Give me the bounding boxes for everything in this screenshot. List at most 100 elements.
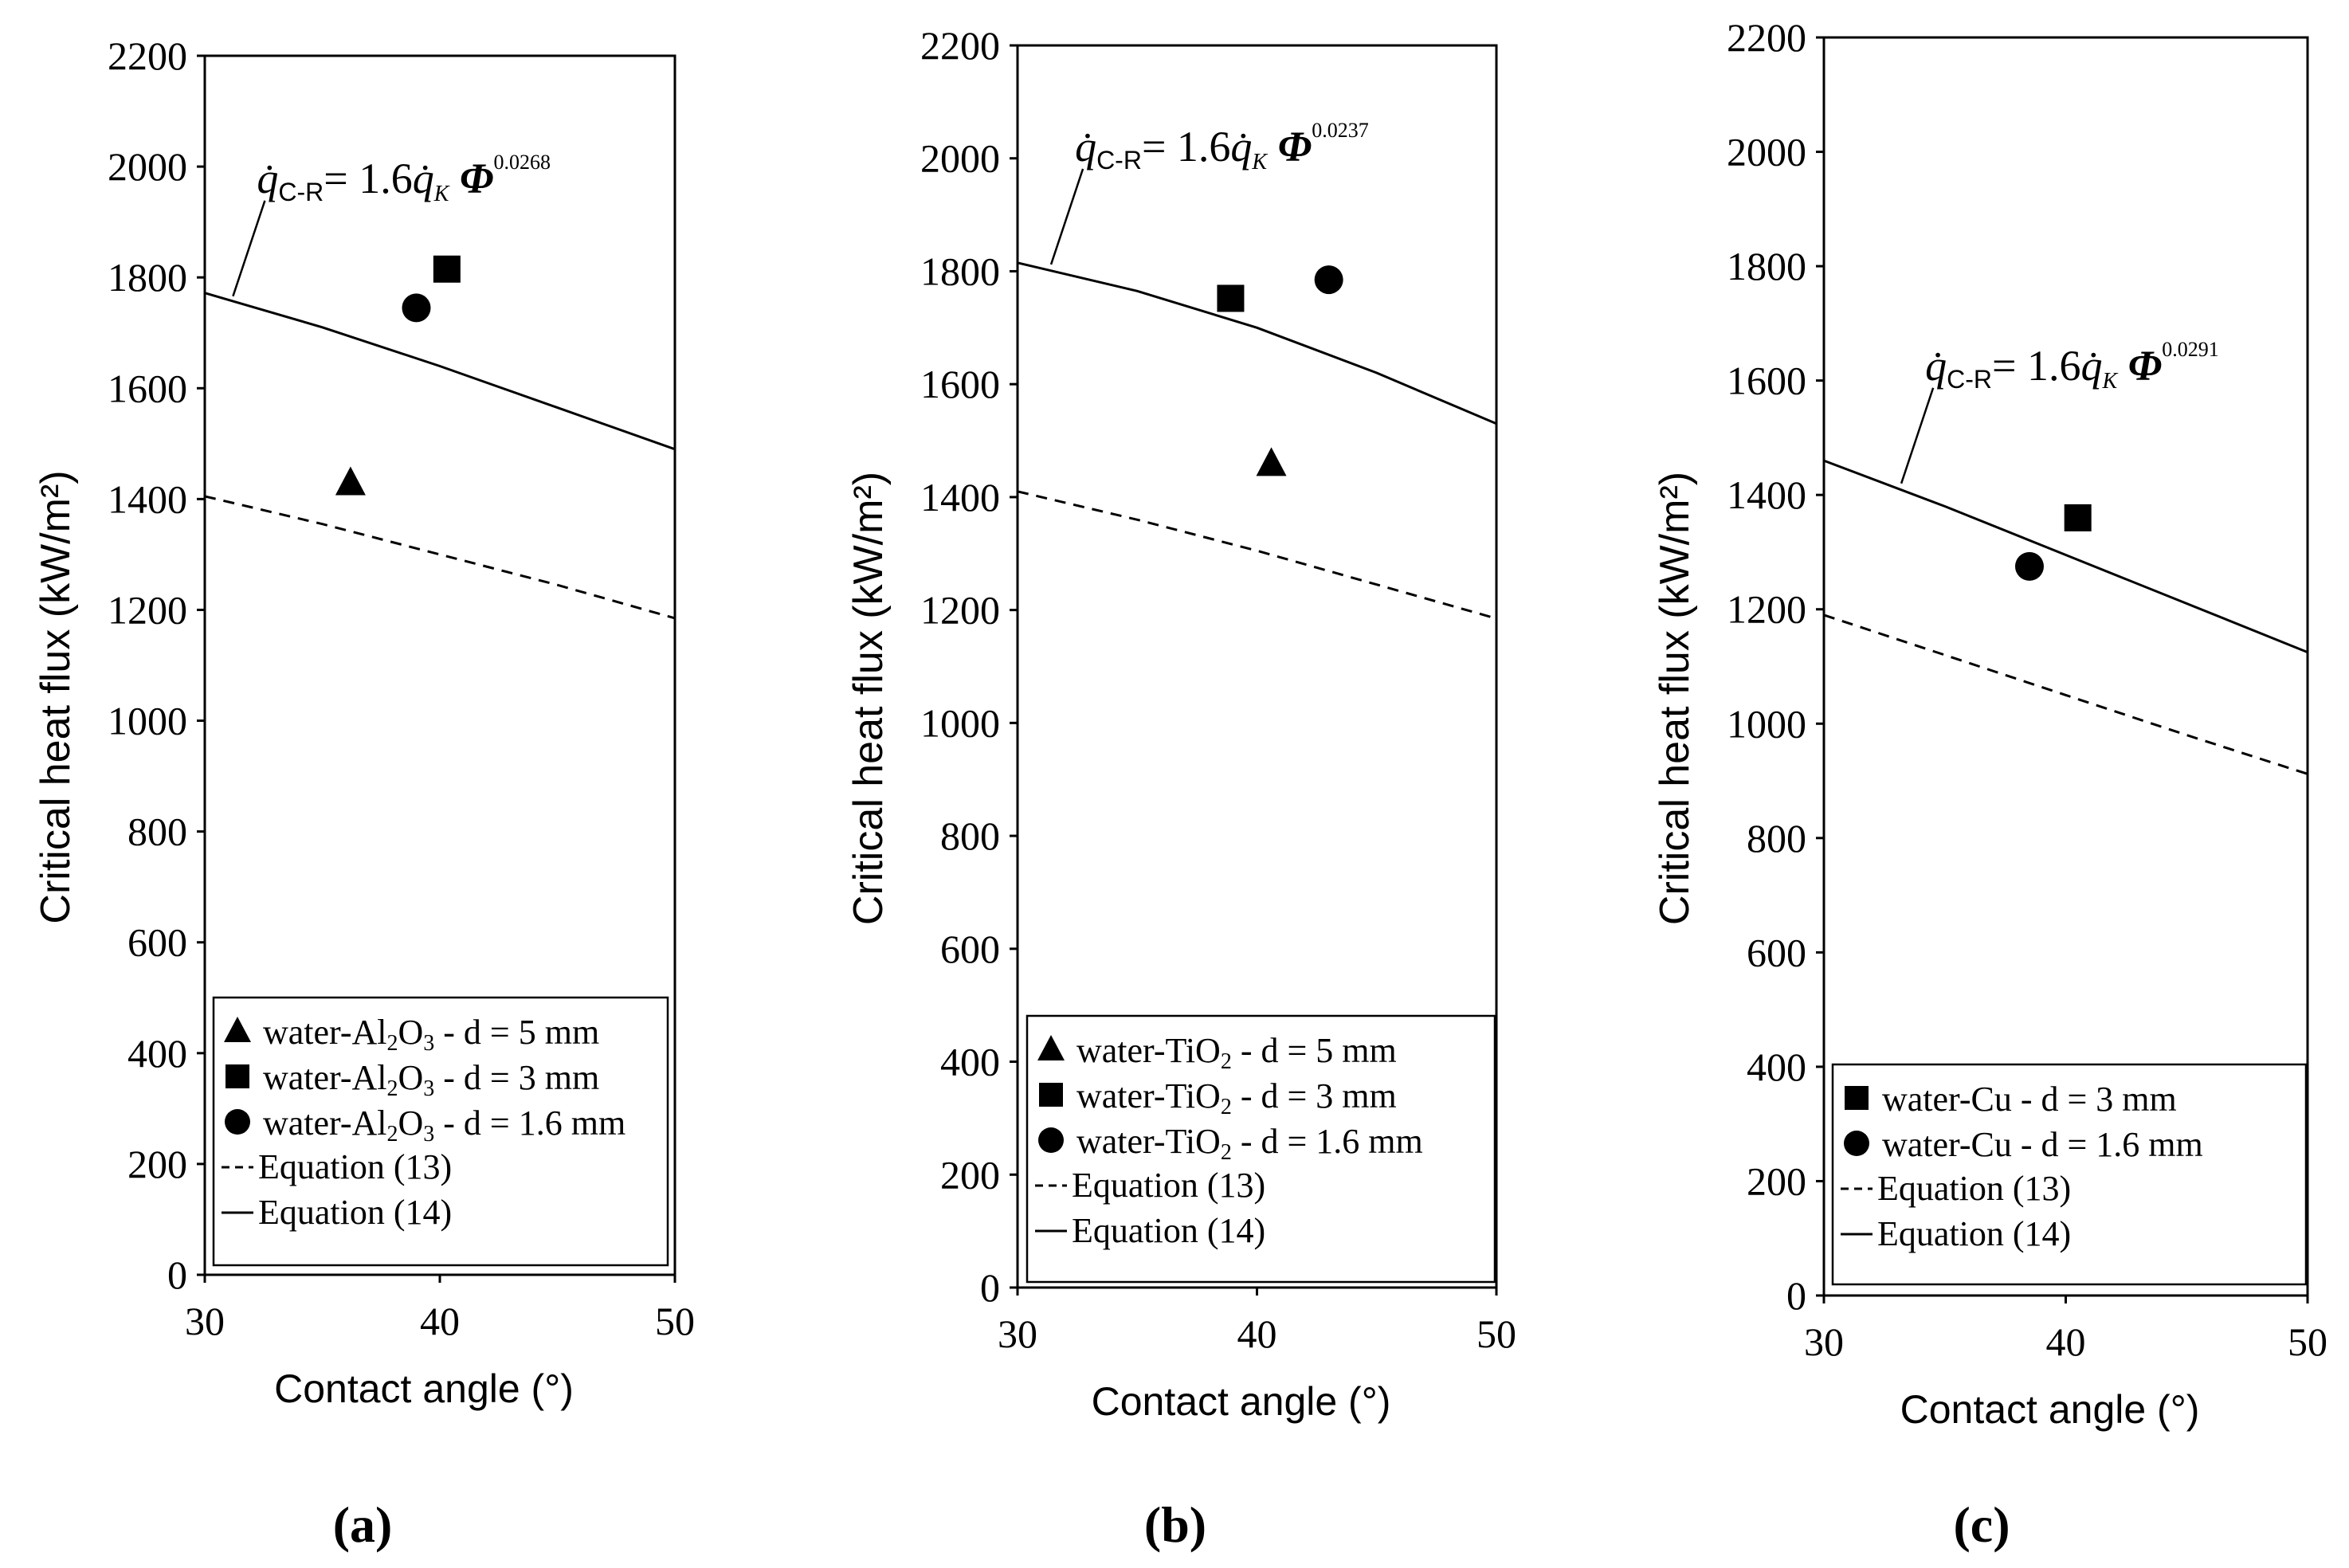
legend-marker-triangle (1037, 1035, 1065, 1060)
y-tick-label: 2200 (108, 33, 187, 78)
legend-marker-square (225, 1064, 249, 1088)
y-tick-label: 800 (1747, 816, 1806, 860)
y-tick-label: 1800 (108, 255, 187, 300)
x-tick-label: 30 (185, 1299, 225, 1343)
x-tick-label: 30 (998, 1311, 1037, 1356)
y-tick-label: 1600 (920, 362, 1000, 406)
y-tick-label: 600 (127, 920, 187, 965)
y-axis-title: Critical heat flux (kW/m²) (33, 470, 79, 923)
legend-marker-square (1845, 1086, 1869, 1110)
chart-panel-1: 0 200 400 600 800 1000 1200 1400 1600 1800 2000 220… (33, 33, 695, 1553)
legend-label: water-Cu - d = 3 mm (1882, 1080, 2177, 1119)
data-point-circle (2014, 551, 2044, 581)
equation-13-curve (204, 495, 676, 620)
equation-label: q̇C-R= 1.6q̇K Φ0.0237 (1075, 119, 1369, 174)
y-tick-label: 1800 (1727, 244, 1806, 288)
y-tick-label: 200 (940, 1152, 1000, 1197)
y-tick-label: 1200 (1727, 587, 1806, 632)
equation-14-curve (1823, 459, 2308, 653)
data-point-triangle (1256, 447, 1287, 476)
legend-label: water-TiO2 - d = 3 mm (1076, 1076, 1397, 1119)
equation-leader-line (232, 200, 266, 297)
legend-label: water-Cu - d = 1.6 mm (1882, 1125, 2203, 1164)
x-tick-label: 40 (420, 1299, 460, 1343)
chart-panel-3: 0 200 400 600 800 1000 1200 1400 1600 1800 2000 220… (1652, 15, 2327, 1553)
y-tick-label: 400 (940, 1040, 1000, 1084)
y-tick-label: 0 (1786, 1273, 1806, 1318)
equation-leader-line (1049, 168, 1084, 265)
x-tick-label: 50 (2288, 1319, 2327, 1364)
equation-14-curve (204, 292, 676, 451)
data-point-circle (1314, 265, 1343, 295)
y-tick-label: 1600 (108, 366, 187, 410)
legend-box (212, 996, 669, 1267)
legend-label: Equation (14) (258, 1193, 452, 1232)
y-tick-label: 1000 (108, 699, 187, 743)
y-tick-label: 2000 (920, 136, 1000, 181)
y-tick-label: 1000 (920, 700, 1000, 745)
equation-14-curve (1017, 261, 1497, 425)
legend-label: water-Al2O3 - d = 3 mm (263, 1058, 599, 1101)
panel-label: (c) (1953, 1496, 2010, 1553)
x-axis-title: Contact angle (°) (1092, 1379, 1391, 1424)
y-tick-label: 1400 (920, 475, 1000, 519)
y-tick-label: 400 (1747, 1045, 1806, 1089)
panel-label: (a) (333, 1496, 393, 1553)
y-axis-title: Critical heat flux (kW/m²) (845, 472, 892, 925)
y-tick-label: 800 (127, 809, 187, 854)
x-axis-title: Contact angle (°) (1900, 1387, 2200, 1432)
x-tick-label: 30 (1804, 1319, 1844, 1364)
legend-box (1831, 1063, 2308, 1286)
x-tick-label: 40 (1237, 1311, 1277, 1356)
legend-label: Equation (13) (1877, 1169, 2071, 1208)
equation-label: q̇C-R= 1.6q̇K Φ0.0268 (257, 151, 551, 206)
y-tick-label: 400 (127, 1031, 187, 1076)
legend-label: water-Al2O3 - d = 5 mm (263, 1013, 599, 1056)
data-point-triangle (335, 466, 366, 496)
y-tick-label: 1200 (108, 587, 187, 632)
legend-label: Equation (14) (1072, 1211, 1265, 1250)
legend-label: water-TiO2 - d = 1.6 mm (1076, 1122, 1423, 1165)
legend-label: Equation (13) (258, 1147, 452, 1186)
x-tick-label: 50 (655, 1299, 695, 1343)
data-point-square (433, 255, 461, 283)
y-tick-label: 800 (940, 813, 1000, 858)
y-tick-label: 2000 (1727, 130, 1806, 174)
equation-13-curve (1017, 490, 1497, 620)
legend-label: Equation (13) (1072, 1166, 1265, 1205)
chart-panel-2: 0 200 400 600 800 1000 1200 1400 1600 1800 2000 220… (845, 23, 1516, 1553)
y-tick-label: 200 (127, 1142, 187, 1186)
y-tick-label: 2200 (920, 23, 1000, 68)
y-tick-label: 1000 (1727, 701, 1806, 746)
x-tick-label: 50 (1476, 1311, 1516, 1356)
y-tick-label: 1400 (1727, 472, 1806, 517)
y-tick-label: 2000 (108, 144, 187, 189)
legend-marker-triangle (224, 1017, 251, 1042)
legend-label: Equation (14) (1877, 1214, 2071, 1253)
legend-marker-circle (1844, 1131, 1869, 1156)
data-point-circle (402, 293, 431, 323)
y-tick-label: 0 (980, 1265, 1000, 1310)
data-point-square (2064, 504, 2092, 531)
data-point-square (1217, 284, 1245, 312)
legend-box (1025, 1014, 1496, 1284)
y-tick-label: 1200 (920, 588, 1000, 633)
y-tick-label: 600 (1747, 930, 1806, 974)
legend-marker-circle (1038, 1127, 1064, 1153)
y-tick-label: 1800 (920, 249, 1000, 293)
equation-leader-line (1900, 387, 1935, 484)
legend-marker-square (1039, 1083, 1063, 1107)
equation-13-curve (1823, 613, 2308, 775)
legend-label: water-TiO2 - d = 5 mm (1076, 1031, 1397, 1074)
y-axis-title: Critical heat flux (kW/m²) (1652, 472, 1698, 925)
y-tick-label: 1600 (1727, 359, 1806, 403)
equation-label: q̇C-R= 1.6q̇K Φ0.0291 (1925, 338, 2219, 394)
legend-marker-circle (225, 1109, 250, 1135)
y-tick-label: 600 (940, 927, 1000, 971)
y-tick-label: 0 (167, 1252, 187, 1297)
x-tick-label: 40 (2046, 1319, 2086, 1364)
y-tick-label: 1400 (108, 476, 187, 521)
y-tick-label: 200 (1747, 1158, 1806, 1203)
x-axis-title: Contact angle (°) (274, 1366, 574, 1411)
